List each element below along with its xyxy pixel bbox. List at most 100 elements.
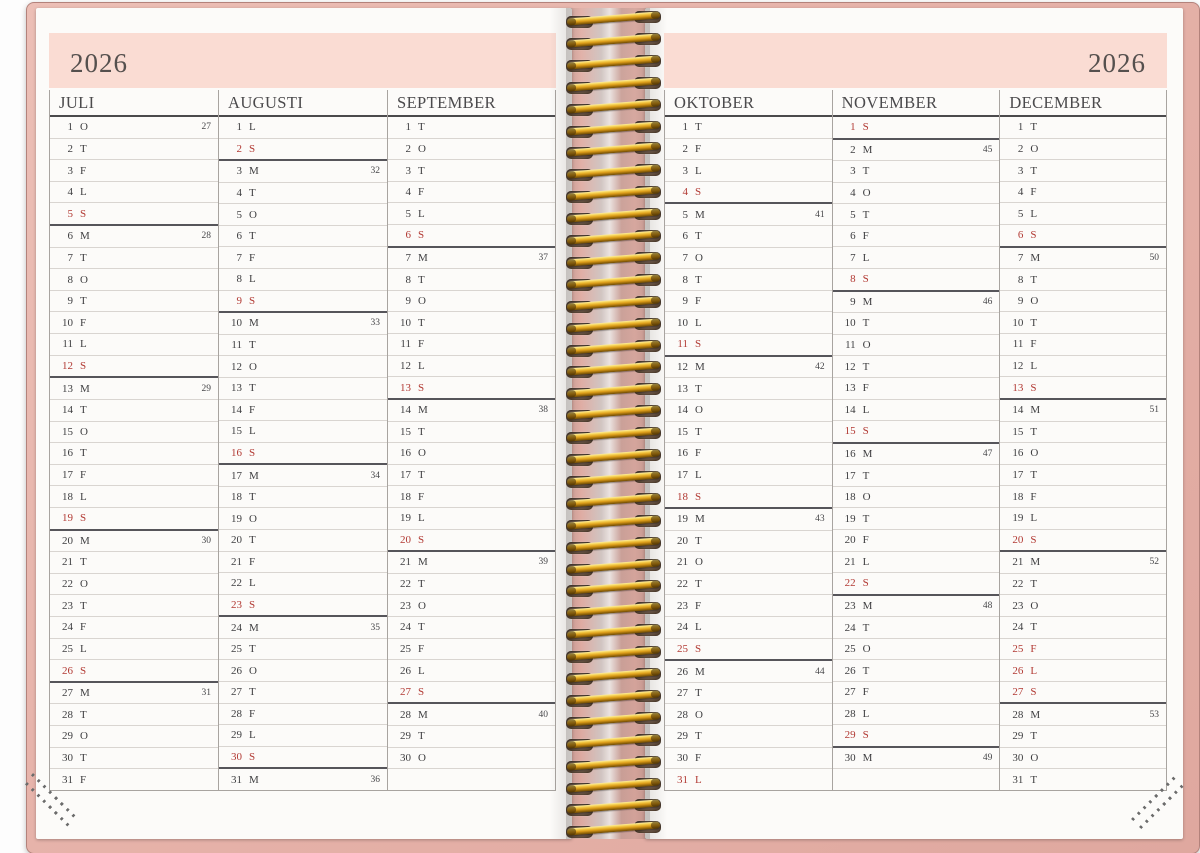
week-number: 33 [370, 318, 381, 329]
month-oktober: OKTOBER 1 T 2 F 3 L 4 S 5 M 41 6 T 7 O 8 T 9 F 10 L 11 S 12 M 42 13… [664, 90, 832, 791]
day-number: 23 [231, 599, 242, 611]
weekday-letter: L [862, 403, 870, 416]
month-juli: JULI 1 O 27 2 T 3 F 4 L 5 S 6 M 28 7 T 8 O 9 T 10 F 11 L 12 S 13 M 29… [49, 90, 218, 791]
day-number: 20 [1012, 533, 1024, 546]
day-number: 5 [1017, 207, 1024, 220]
week-number: 46 [982, 296, 993, 307]
weekday-letter: S [1030, 533, 1037, 546]
day-number: 7 [850, 251, 856, 264]
day-row: 25 L [50, 639, 218, 661]
day-number: 21 [844, 555, 856, 568]
day-number: 3 [67, 164, 74, 177]
day-number: 28 [677, 708, 688, 721]
day-row: 26 L [388, 660, 555, 682]
weekday-letter: T [80, 556, 87, 569]
day-row: 21 T [50, 552, 218, 574]
weekday-letter: S [418, 229, 425, 242]
weekday-letter: S [862, 577, 869, 590]
weekday-letter: L [418, 207, 425, 220]
day-row: 2 M 45 [832, 140, 1000, 162]
day-row: 15 O [50, 422, 218, 444]
day-number: 20 [62, 534, 73, 547]
day-number: 15 [400, 425, 411, 438]
day-row: 10 T [1000, 312, 1166, 335]
day-number: 19 [677, 513, 688, 526]
day-number: 7 [67, 251, 74, 264]
weekday-letter: M [1030, 251, 1041, 264]
day-row: 17 T [832, 465, 1000, 487]
weekday-letter: T [418, 469, 425, 482]
weekday-letter: O [1030, 295, 1039, 308]
day-row: 16 M 47 [832, 444, 1000, 466]
day-number: 14 [231, 403, 242, 416]
day-row: 9 M 46 [832, 292, 1000, 314]
weekday-letter: T [862, 360, 870, 373]
weekday-letter: O [418, 599, 426, 612]
weekday-letter: T [418, 273, 425, 286]
weekday-letter: T [1030, 425, 1038, 438]
day-number: 20 [677, 534, 688, 547]
weekday-letter: F [418, 642, 425, 655]
day-number: 24 [677, 621, 688, 634]
week-number: 43 [815, 514, 825, 525]
weekday-letter: M [249, 165, 259, 178]
weekday-letter: T [80, 708, 87, 721]
weekday-letter: T [249, 686, 256, 699]
day-number: 31 [1012, 773, 1024, 786]
day-row: 25 S [665, 639, 832, 662]
weekday-letter: F [418, 338, 425, 351]
day-number: 9 [405, 295, 412, 308]
day-number: 21 [231, 555, 242, 568]
day-number: 11 [845, 339, 856, 352]
day-number: 14 [1012, 404, 1024, 417]
day-row: 26 T [832, 660, 1000, 683]
day-number: 14 [844, 403, 856, 416]
weekday-letter: M [418, 708, 428, 721]
weekday-letter: O [80, 578, 88, 591]
page-gap-shadow [566, 8, 650, 839]
page-left: 2026 JULI 1 O 27 2 T 3 F 4 L 5 S 6 M 28 7 T 8 O 9 T 10 F 11 L 12 S… [36, 8, 572, 839]
weekday-letter: T [80, 142, 87, 155]
day-row: 21 O [665, 552, 832, 574]
weekday-letter: F [862, 230, 869, 243]
day-row: 20 M 30 [50, 531, 218, 553]
week-number: 42 [815, 362, 825, 372]
weekday-letter: F [862, 534, 869, 547]
day-number: 17 [844, 469, 856, 482]
month-title: OKTOBER [665, 90, 832, 117]
day-row: 29 T [388, 726, 555, 748]
day-number: 3 [405, 164, 412, 177]
weekday-letter: O [80, 730, 88, 743]
day-number: 13 [1012, 381, 1024, 394]
day-row: 30 S [219, 747, 387, 770]
day-number: 13 [677, 382, 688, 395]
day-number: 28 [231, 707, 242, 720]
day-number: 7 [405, 251, 412, 264]
day-number: 31 [62, 773, 73, 786]
day-row: 12 M 42 [665, 357, 832, 379]
month-rows: 1 T 2 O 3 T 4 F 5 L 6 S 7 M 37 8 T 9 O 10 T 11 F 12 L 13 S 14 M 38 15 T… [388, 117, 555, 791]
weekday-letter: M [695, 361, 705, 373]
weekday-letter: F [695, 447, 702, 460]
day-row: 14 L [832, 400, 1000, 422]
day-number: 2 [405, 142, 412, 155]
day-number: 16 [677, 447, 688, 460]
day-number: 29 [677, 730, 688, 743]
day-number: 19 [400, 512, 411, 525]
day-number: 26 [400, 664, 411, 677]
day-number: 30 [1012, 751, 1024, 764]
year-label-left: 2026 [70, 48, 128, 78]
weekday-letter: S [862, 121, 869, 134]
day-number: 1 [682, 121, 689, 134]
day-number: 13 [400, 381, 411, 394]
day-number: 1 [67, 121, 74, 134]
day-number: 5 [682, 208, 689, 221]
day-number: 12 [844, 360, 856, 373]
